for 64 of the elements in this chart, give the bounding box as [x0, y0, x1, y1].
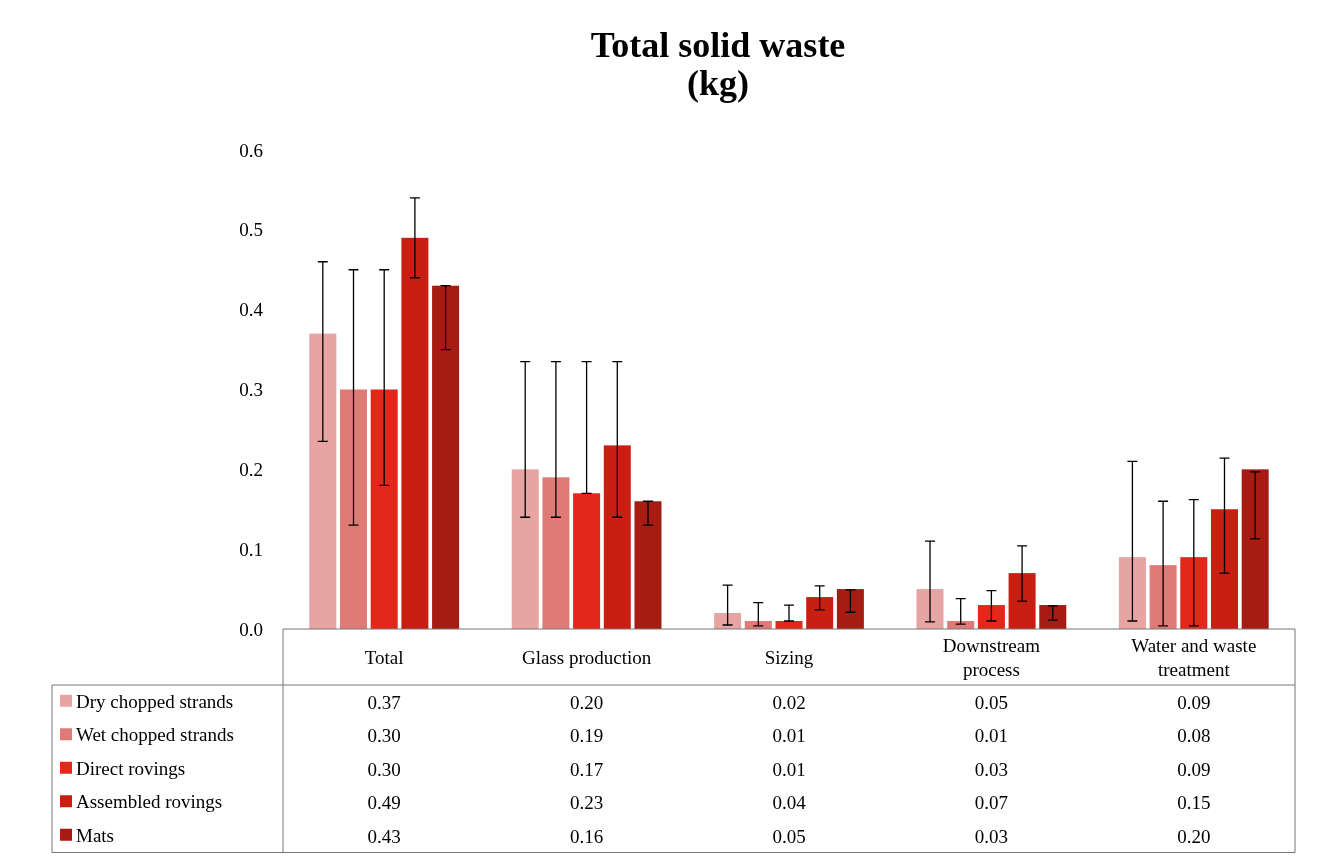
y-tick-label: 0.0	[239, 618, 263, 640]
legend-label: Assembled rovings	[76, 791, 223, 813]
data-label: 0.23	[569, 792, 604, 814]
data-label: 0.30	[367, 725, 401, 747]
data-label: 0.43	[367, 825, 401, 847]
bar	[1118, 557, 1146, 629]
bar	[806, 597, 834, 629]
data-label: 0.20	[1177, 825, 1211, 847]
data-label: 0.09	[1177, 691, 1211, 713]
data-label: 0.04	[772, 792, 807, 814]
x-tick-label: Sizing	[764, 647, 814, 668]
bar	[1241, 469, 1269, 629]
chart-title: Total solid waste (kg)	[590, 25, 846, 103]
legend-label: Mats	[76, 824, 114, 846]
bar	[1210, 509, 1238, 629]
bar	[542, 477, 570, 629]
bar	[573, 493, 601, 629]
data-label: 0.17	[569, 758, 604, 780]
bar	[916, 589, 944, 629]
bar	[977, 605, 1005, 629]
bar	[401, 237, 429, 629]
data-label: 0.09	[1177, 758, 1211, 780]
y-tick-label: 0.4	[239, 299, 264, 321]
bar	[370, 389, 398, 629]
bar	[1039, 605, 1067, 629]
bar	[1008, 573, 1036, 629]
x-tick-label: Total	[364, 647, 404, 668]
data-label: 0.05	[974, 691, 1009, 713]
y-tick-label: 0.5	[239, 219, 263, 241]
bar	[603, 445, 631, 629]
data-label: 0.49	[367, 792, 401, 814]
y-tick-label: 0.1	[239, 538, 263, 560]
data-label: 0.15	[1177, 792, 1211, 814]
data-label: 0.01	[974, 725, 1009, 747]
y-tick-label: 0.3	[239, 379, 263, 401]
data-label: 0.30	[367, 758, 401, 780]
data-label: 0.07	[974, 792, 1009, 814]
data-label: 0.03	[974, 758, 1009, 780]
bar	[511, 469, 539, 629]
x-tick-label: Water and waste treatment	[1131, 635, 1257, 680]
legend-label: Wet chopped strands	[76, 724, 234, 746]
y-tick-label: 0.2	[239, 458, 263, 480]
data-label: 0.05	[772, 825, 806, 847]
x-tick-label: Glass production	[521, 647, 652, 668]
data-label: 0.20	[569, 691, 604, 713]
data-label: 0.08	[1177, 725, 1211, 747]
bar	[634, 501, 662, 629]
data-label: 0.01	[772, 758, 806, 780]
data-label: 0.37	[367, 691, 401, 713]
bar	[1149, 565, 1177, 629]
bar	[340, 389, 368, 629]
data-label: 0.03	[974, 825, 1009, 847]
legend-label: Direct rovings	[76, 757, 186, 779]
x-tick-label: Downstream process	[942, 635, 1041, 680]
data-label: 0.01	[772, 725, 806, 747]
data-label: 0.16	[569, 825, 604, 847]
y-tick-label: 0.6	[239, 139, 263, 161]
bar	[836, 589, 864, 629]
legend-label: Dry chopped strands	[76, 690, 234, 712]
data-label: 0.19	[569, 725, 604, 747]
bar	[309, 333, 337, 629]
bar	[432, 285, 460, 629]
bar	[1180, 557, 1208, 629]
data-label: 0.02	[772, 691, 806, 713]
